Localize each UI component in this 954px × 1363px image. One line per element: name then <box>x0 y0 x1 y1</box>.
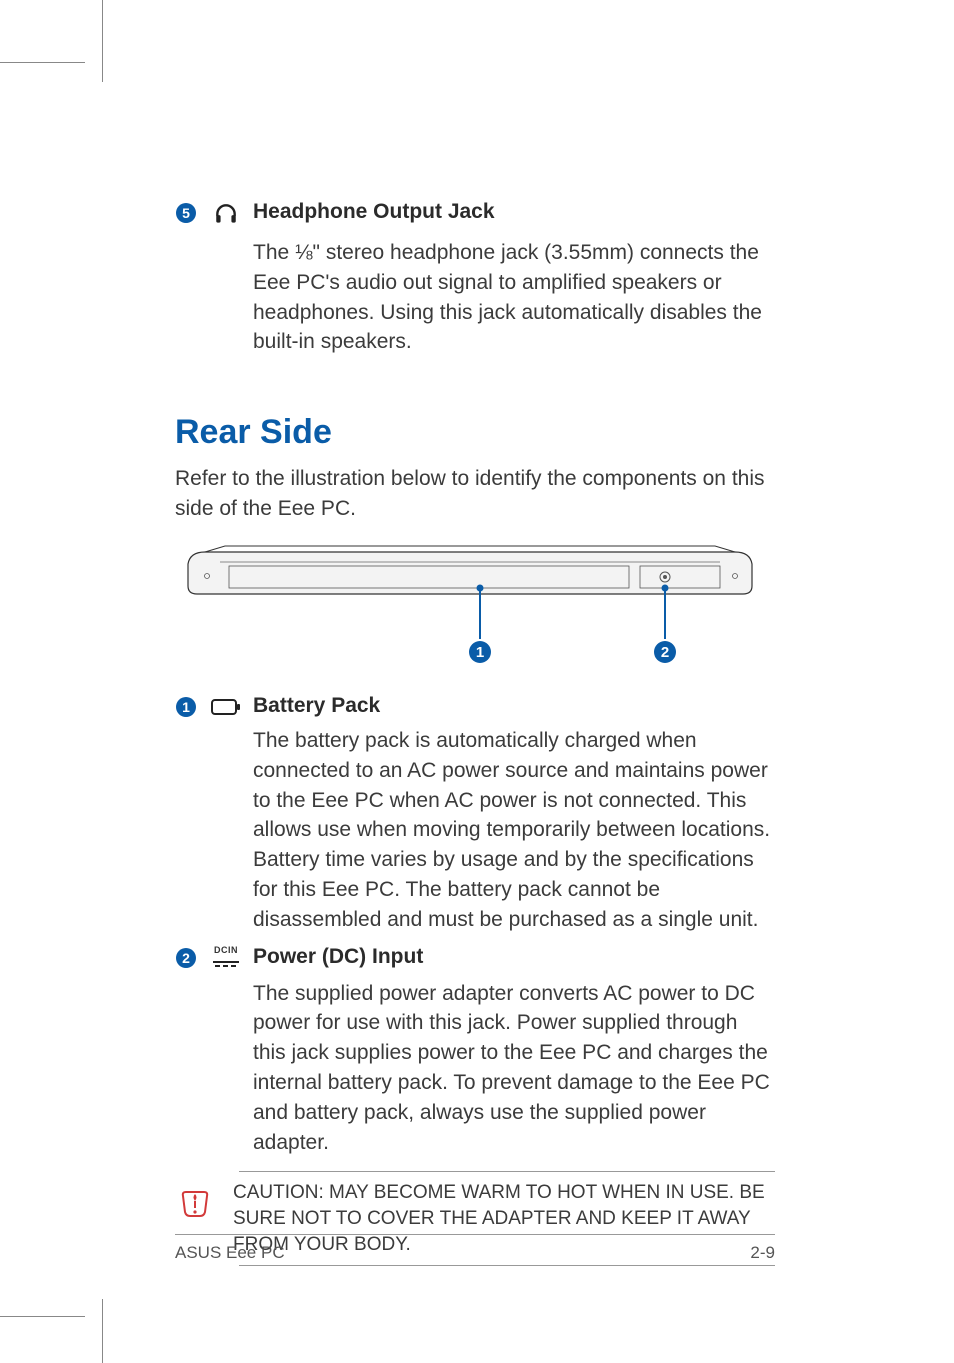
footer-left: ASUS Eee PC <box>175 1243 285 1263</box>
section-intro: Refer to the illustration below to ident… <box>175 464 775 524</box>
page-footer: ASUS Eee PC 2-9 <box>175 1234 775 1263</box>
item-1-title: Battery Pack <box>253 694 380 718</box>
badge-2-icon: 2 <box>175 947 197 969</box>
footer-right: 2-9 <box>750 1243 775 1263</box>
item-5-header: 5 Headphone Output Jack <box>175 200 775 232</box>
svg-text:2: 2 <box>661 644 669 661</box>
item-2-title: Power (DC) Input <box>253 945 423 969</box>
battery-icon <box>211 695 241 720</box>
rear-side-diagram: 1 2 <box>175 544 765 669</box>
svg-text:1: 1 <box>476 644 484 661</box>
item-2-body: The supplied power adapter converts AC p… <box>253 979 775 1158</box>
svg-text:2: 2 <box>182 950 190 966</box>
section-title: Rear Side <box>175 413 775 452</box>
badge-5-icon: 5 <box>175 202 197 224</box>
item-5-title: Headphone Output Jack <box>253 200 495 224</box>
page-content: 5 Headphone Output Jack The ⅛" stereo he… <box>175 200 775 1266</box>
svg-text:5: 5 <box>182 205 190 221</box>
item-5-body: The ⅛" stereo headphone jack (3.55mm) co… <box>253 238 775 357</box>
headphone-icon <box>211 201 241 232</box>
item-2-header: 2 DCIN Power (DC) Input <box>175 945 775 973</box>
item-1-body: The battery pack is automatically charge… <box>253 726 775 935</box>
svg-text:1: 1 <box>182 699 190 715</box>
dcin-icon: DCIN <box>211 946 241 973</box>
badge-1-icon: 1 <box>175 696 197 718</box>
item-1-header: 1 Battery Pack <box>175 694 775 720</box>
caution-icon <box>177 1186 213 1227</box>
